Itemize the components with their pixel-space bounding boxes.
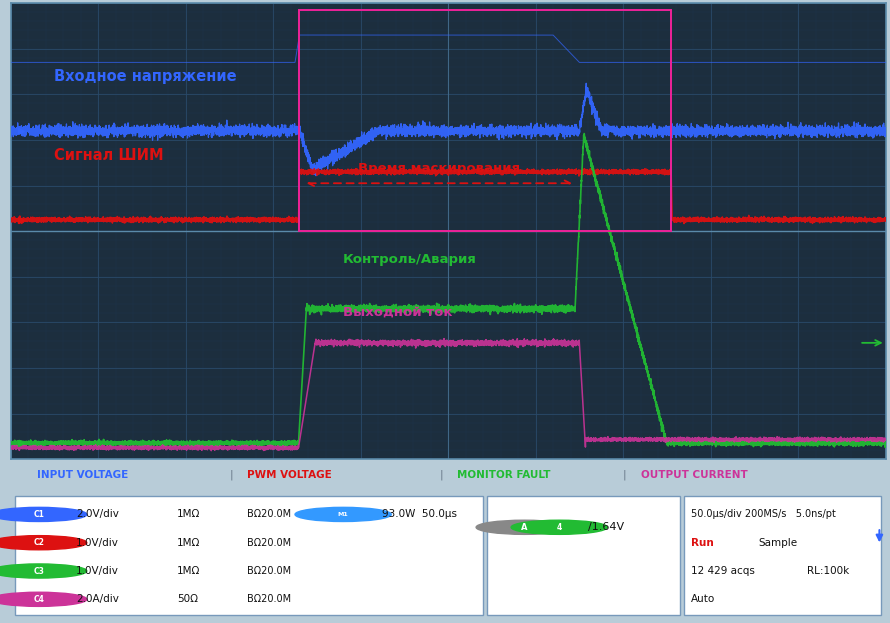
Text: 1.0V/div: 1.0V/div	[77, 566, 119, 576]
FancyBboxPatch shape	[15, 497, 483, 615]
Circle shape	[0, 507, 87, 521]
Text: BΩ20.0M: BΩ20.0M	[247, 566, 291, 576]
Text: 12 429 acqs: 12 429 acqs	[692, 566, 756, 576]
Text: PWM VOLTAGE: PWM VOLTAGE	[247, 470, 332, 480]
Circle shape	[511, 520, 607, 535]
Text: 4: 4	[556, 523, 562, 532]
Text: MONITOR FAULT: MONITOR FAULT	[457, 470, 550, 480]
Text: |: |	[440, 470, 443, 480]
Circle shape	[476, 520, 572, 535]
Text: Run: Run	[692, 538, 714, 548]
FancyBboxPatch shape	[488, 497, 680, 615]
Text: Контроль/Авария: Контроль/Авария	[344, 253, 477, 266]
Bar	[299, 10, 671, 231]
Text: Sample: Sample	[758, 538, 797, 548]
Text: 1.0V/div: 1.0V/div	[77, 538, 119, 548]
Circle shape	[295, 507, 392, 521]
Text: 93.0W  50.0μs: 93.0W 50.0μs	[383, 510, 457, 520]
Text: |: |	[230, 470, 233, 480]
Text: Сигнал ШИМ: Сигнал ШИМ	[54, 148, 164, 163]
Text: 1MΩ: 1MΩ	[177, 538, 200, 548]
Text: Auto: Auto	[692, 594, 716, 604]
Text: 50.0μs/div 200MS/s   5.0ns/pt: 50.0μs/div 200MS/s 5.0ns/pt	[692, 510, 837, 520]
Text: 50Ω: 50Ω	[177, 594, 198, 604]
Text: 1MΩ: 1MΩ	[177, 566, 200, 576]
Text: Время маскирования: Время маскирования	[359, 162, 521, 175]
Text: 2.0A/div: 2.0A/div	[77, 594, 119, 604]
Text: 1MΩ: 1MΩ	[177, 510, 200, 520]
Text: C1: C1	[33, 510, 44, 519]
Text: Входное напряжение: Входное напряжение	[54, 69, 237, 83]
Circle shape	[0, 536, 87, 549]
Text: C4: C4	[33, 595, 44, 604]
Text: A: A	[521, 523, 528, 532]
Text: BΩ20.0M: BΩ20.0M	[247, 538, 291, 548]
Circle shape	[0, 592, 87, 606]
FancyBboxPatch shape	[684, 497, 881, 615]
Text: RL:100k: RL:100k	[807, 566, 849, 576]
Circle shape	[0, 564, 87, 578]
Text: 2.0V/div: 2.0V/div	[77, 510, 119, 520]
Text: |: |	[623, 470, 627, 480]
Text: Выходной ток: Выходной ток	[344, 305, 453, 318]
Text: BΩ20.0M: BΩ20.0M	[247, 594, 291, 604]
Text: M1: M1	[338, 512, 349, 517]
Text: C3: C3	[33, 566, 44, 576]
Text: OUTPUT CURRENT: OUTPUT CURRENT	[641, 470, 748, 480]
Text: C2: C2	[33, 538, 44, 547]
Text: INPUT VOLTAGE: INPUT VOLTAGE	[36, 470, 128, 480]
Text: /1.64V: /1.64V	[588, 522, 624, 532]
Text: BΩ20.0M: BΩ20.0M	[247, 510, 291, 520]
